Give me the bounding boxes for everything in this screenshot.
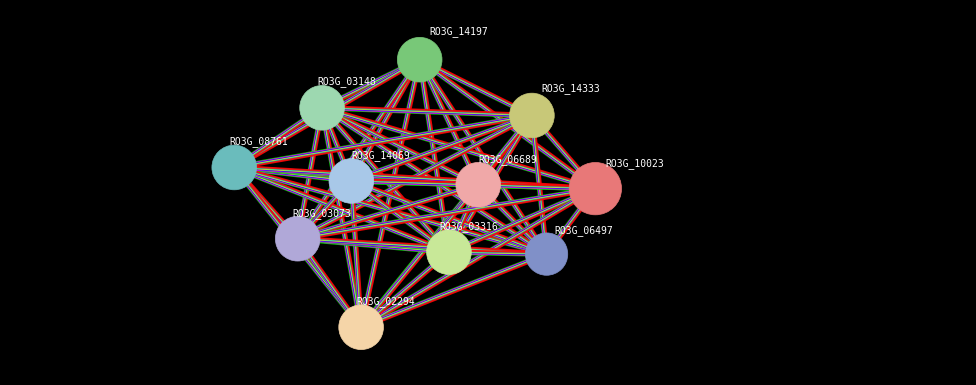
Ellipse shape [397,37,442,82]
Ellipse shape [525,233,568,275]
Text: RO3G_14333: RO3G_14333 [542,84,600,94]
Ellipse shape [427,230,471,275]
Ellipse shape [275,216,320,261]
Ellipse shape [339,305,384,350]
Text: RO3G_02294: RO3G_02294 [356,296,415,307]
Ellipse shape [300,85,345,130]
Ellipse shape [329,159,374,203]
Text: RO3G_14069: RO3G_14069 [351,150,410,161]
Ellipse shape [456,162,501,207]
Ellipse shape [509,93,554,138]
Text: RO3G_08761: RO3G_08761 [229,137,288,147]
Text: RO3G_03148: RO3G_03148 [317,76,376,87]
Ellipse shape [212,145,257,190]
Text: RO3G_06497: RO3G_06497 [554,225,613,236]
Text: RO3G_06689: RO3G_06689 [478,154,537,165]
Text: RO3G_03073: RO3G_03073 [293,208,351,219]
Text: RO3G_14197: RO3G_14197 [429,26,488,37]
Text: RO3G_03316: RO3G_03316 [439,221,498,232]
Text: RO3G_10023: RO3G_10023 [605,158,664,169]
Ellipse shape [569,162,622,215]
